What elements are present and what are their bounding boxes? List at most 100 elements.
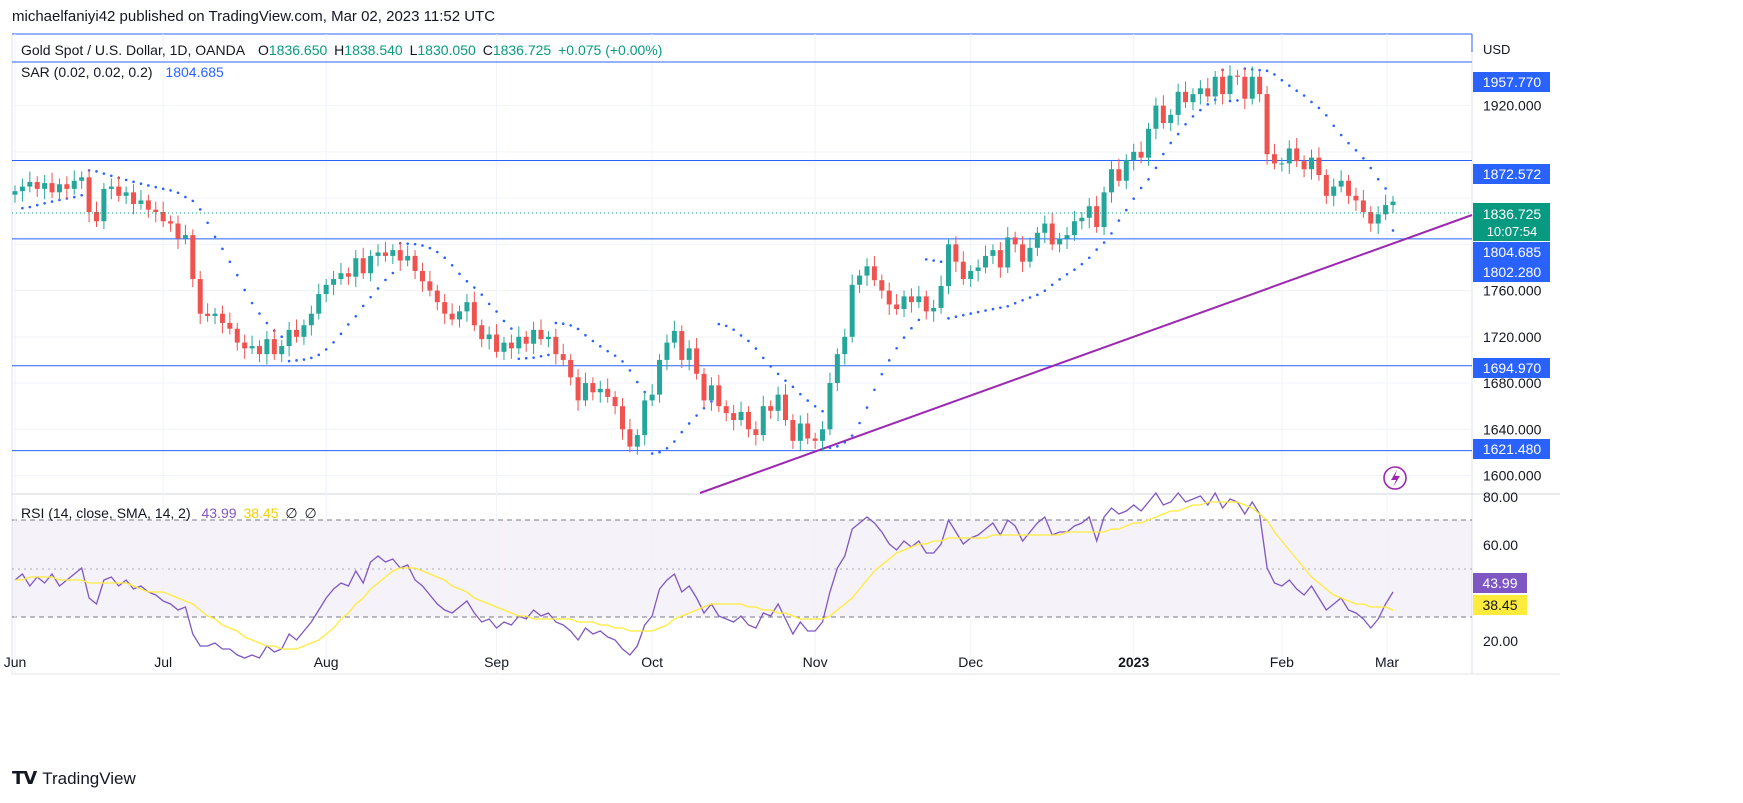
sar-dot	[391, 271, 395, 275]
sar-dot	[902, 336, 906, 339]
sar-dot	[406, 242, 409, 245]
sar-dot	[606, 349, 609, 353]
sar-dot	[673, 440, 676, 443]
candle-body	[983, 255, 989, 268]
price-tick-label: 1760.000	[1483, 283, 1542, 299]
candle-body	[242, 342, 248, 349]
candle-body	[457, 311, 463, 320]
sar-dot	[1117, 219, 1121, 222]
sar-dot	[1191, 115, 1195, 118]
sar-dot	[776, 372, 780, 376]
candle-body	[812, 438, 818, 441]
candle-body	[1138, 151, 1144, 158]
sar-dot	[250, 301, 254, 305]
candle-body	[486, 334, 492, 340]
sar-dot	[813, 404, 817, 408]
sar-dot	[1028, 296, 1032, 299]
sar-dot	[932, 259, 935, 262]
sar-dot	[1102, 241, 1106, 244]
rsi-sma-text: 38.45	[1482, 597, 1517, 613]
sar-dot	[843, 441, 847, 444]
sar-dot	[761, 356, 765, 360]
candle-body	[301, 325, 307, 337]
time-tick-label: Nov	[803, 654, 828, 670]
candle-body	[1212, 76, 1218, 97]
candle-body	[1183, 91, 1189, 103]
sar-dot	[784, 379, 787, 383]
sar-dot	[1147, 178, 1150, 181]
candle-body	[1101, 192, 1107, 228]
sar-dot	[443, 256, 446, 260]
candle-body	[745, 411, 751, 430]
candle-body	[553, 336, 559, 355]
sar-dot	[724, 324, 728, 328]
low-label: L	[409, 42, 418, 58]
time-tick-label: Sep	[484, 654, 509, 670]
candle-body	[1086, 206, 1092, 218]
sar-dot	[1110, 232, 1113, 235]
candle-body	[368, 255, 374, 274]
candle-body	[286, 329, 292, 347]
sar-dot	[687, 422, 691, 425]
price-label-1872-text: 1872.572	[1483, 166, 1542, 182]
candle-body	[857, 275, 863, 285]
sar-dot	[1080, 262, 1084, 266]
candle-body	[582, 383, 588, 401]
sar-dot	[324, 348, 328, 351]
candle-body	[538, 329, 544, 340]
sar-dot	[1206, 103, 1210, 106]
candle-body	[234, 328, 240, 343]
candle-body	[256, 346, 262, 355]
sar-dot	[473, 286, 476, 289]
candle-body	[686, 348, 692, 360]
sar-dot	[628, 369, 632, 372]
sar-dot	[102, 172, 106, 175]
footer[interactable]: 𝗧𝗩 TradingView	[12, 768, 136, 789]
sar-dot	[1162, 152, 1165, 156]
candle-body	[197, 279, 203, 314]
sar-dot	[1058, 278, 1061, 281]
candle-body	[1375, 214, 1381, 224]
sar-dot	[221, 247, 224, 251]
candle-body	[449, 313, 455, 320]
candle-body	[782, 394, 788, 421]
candle-body	[531, 329, 537, 344]
candle-body	[56, 184, 62, 193]
candle-body	[1316, 157, 1322, 176]
sar-dot	[547, 353, 550, 357]
candle-body	[1338, 180, 1344, 187]
candle-body	[523, 336, 529, 344]
sar-dot	[1124, 208, 1128, 212]
candle-body	[849, 284, 855, 337]
time-tick-label: Mar	[1375, 654, 1399, 670]
candle-body	[1034, 232, 1040, 248]
candle-body	[1205, 88, 1211, 97]
candle-body	[842, 336, 848, 355]
candle-body	[1079, 217, 1085, 222]
candle-body	[212, 313, 218, 317]
sar-dot	[1347, 141, 1350, 145]
candle-body	[516, 336, 522, 349]
candle-body	[323, 284, 329, 295]
sar-dot	[354, 314, 358, 318]
candle-body	[1271, 154, 1277, 164]
sar-dot	[1087, 256, 1091, 260]
sar-dot	[976, 310, 980, 314]
rsi-tick-label: 20.00	[1483, 633, 1518, 649]
candle-body	[27, 181, 33, 187]
sar-dot	[1065, 272, 1069, 276]
price-label-1621: 1621.480	[1473, 439, 1550, 459]
sar-dot	[265, 321, 269, 325]
lightning-icon[interactable]	[1383, 466, 1407, 490]
candle-body	[990, 250, 996, 256]
price-label-1694: 1694.970	[1473, 358, 1550, 378]
sar-dot	[924, 258, 928, 261]
price-label-1957: 1957.770	[1473, 72, 1550, 92]
sar-dot	[576, 327, 580, 331]
change-value: +0.075 (+0.00%)	[558, 42, 663, 58]
sar-dot	[369, 295, 372, 299]
open-value: 1836.650	[268, 42, 328, 58]
candle-body	[331, 279, 337, 285]
sar-dot	[43, 202, 46, 205]
